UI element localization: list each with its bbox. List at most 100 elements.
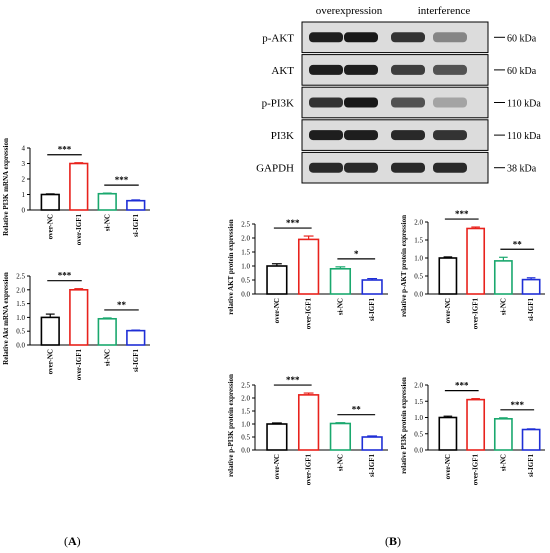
y-tick-label: 2.5 bbox=[241, 221, 250, 229]
y-tick-label: 1.5 bbox=[241, 408, 250, 416]
blot-band bbox=[391, 64, 425, 75]
x-tick-label: si-NC bbox=[103, 214, 111, 231]
y-tick-label: 0.0 bbox=[241, 291, 250, 299]
y-axis-label: Relative PI3K mRNA expression bbox=[2, 138, 10, 236]
x-tick-label: over-IGF1 bbox=[305, 298, 313, 330]
y-tick-label: 2.0 bbox=[414, 219, 423, 227]
panel-label-a: (A) bbox=[64, 534, 81, 548]
y-tick-label: 0.0 bbox=[414, 291, 423, 299]
chart-pi3k-protein: 0.0 0.5 1.0 1.5 2.0 relative PI3K protein exp… bbox=[400, 377, 545, 485]
y-tick-label: 0.5 bbox=[241, 434, 250, 442]
y-tick-label: 0.5 bbox=[414, 273, 423, 281]
blot-band bbox=[433, 162, 467, 173]
blot-row-label: AKT bbox=[271, 65, 294, 77]
y-tick-label: 2.0 bbox=[241, 395, 250, 403]
x-tick-label: si-IGF1 bbox=[132, 349, 140, 372]
y-tick-label: 1.0 bbox=[241, 263, 250, 271]
y-tick-label: 1.5 bbox=[414, 398, 423, 406]
blot-marker-label: 110 kDa bbox=[507, 99, 541, 110]
x-tick-label: si-NC bbox=[499, 454, 507, 471]
blot-row-label: PI3K bbox=[271, 130, 294, 142]
bar-si-NC bbox=[329, 422, 352, 451]
bar-over-NC bbox=[266, 265, 288, 295]
y-tick-label: 4 bbox=[22, 145, 26, 153]
y-tick-label: 0.5 bbox=[241, 277, 250, 285]
bar-si-NC bbox=[493, 260, 513, 295]
y-tick-label: 2.0 bbox=[414, 382, 423, 390]
blot-row-label: p-AKT bbox=[262, 32, 294, 44]
y-tick-label: 0.5 bbox=[414, 430, 423, 438]
chart-pi3k-mrna: 0 1 2 3 4 Relative PI3K mRNA expression over-N… bbox=[2, 138, 150, 245]
bar-over-NC bbox=[438, 416, 458, 451]
y-tick-label: 2.5 bbox=[241, 382, 250, 390]
x-tick-label: over-IGF1 bbox=[75, 214, 83, 246]
blot-band bbox=[309, 32, 343, 43]
bar-si-NC bbox=[97, 192, 117, 211]
bar-si-IGF1 bbox=[521, 278, 541, 295]
x-tick-label: over-IGF1 bbox=[75, 349, 83, 381]
blot-band bbox=[391, 97, 425, 108]
x-tick-label: over-NC bbox=[444, 454, 452, 479]
blot-condition-label: overexpression bbox=[316, 5, 383, 17]
blot-marker-label: 60 kDa bbox=[507, 33, 537, 44]
significance-label: ** bbox=[352, 405, 362, 415]
chart-akt-mrna: 0.0 0.5 1.0 1.5 2.0 2.5 Relative Akt mRNA expr… bbox=[2, 271, 150, 381]
y-axis-label: relative p-AKT protein expression bbox=[400, 215, 408, 317]
x-tick-label: si-IGF1 bbox=[527, 298, 535, 321]
significance-label: *** bbox=[58, 271, 72, 281]
x-tick-label: si-NC bbox=[103, 349, 111, 366]
bar-over-NC bbox=[40, 193, 60, 211]
bar-over-IGF1 bbox=[69, 288, 89, 346]
x-tick-label: over-IGF1 bbox=[305, 454, 313, 486]
y-axis-label: relative p-PI3K protein expression bbox=[227, 374, 235, 477]
chart-p-akt-protein: 0.0 0.5 1.0 1.5 2.0 relative p-AKT protein ex… bbox=[400, 209, 545, 329]
chart-p-pi3k-protein: 0.0 0.5 1.0 1.5 2.0 2.5 relative p-PI3K protei… bbox=[227, 374, 388, 485]
blot-band bbox=[309, 130, 343, 141]
blot-band bbox=[309, 162, 343, 173]
bar-si-IGF1 bbox=[521, 428, 541, 451]
bar-si-IGF1 bbox=[126, 329, 146, 346]
significance-label: *** bbox=[286, 375, 300, 385]
y-tick-label: 0 bbox=[22, 207, 26, 215]
x-tick-label: over-IGF1 bbox=[472, 298, 480, 330]
bar-si-IGF1 bbox=[361, 436, 383, 451]
x-tick-label: si-NC bbox=[336, 454, 344, 471]
x-tick-label: si-IGF1 bbox=[368, 454, 376, 477]
y-tick-label: 1.5 bbox=[241, 249, 250, 257]
bar-over-NC bbox=[438, 257, 458, 295]
western-blot: overexpression interference p-AKT 60 kDa AKT… bbox=[256, 5, 541, 184]
bar-over-IGF1 bbox=[466, 398, 486, 451]
y-tick-label: 1.5 bbox=[414, 237, 423, 245]
y-tick-label: 2.0 bbox=[241, 235, 250, 243]
y-tick-label: 0.0 bbox=[241, 447, 250, 455]
blot-band bbox=[344, 130, 378, 141]
blot-row-label: GAPDH bbox=[256, 163, 294, 175]
y-tick-label: 1.0 bbox=[16, 314, 25, 322]
bar-si-NC bbox=[493, 417, 513, 451]
blot-marker-label: 38 kDa bbox=[507, 164, 537, 175]
blot-band bbox=[433, 97, 467, 108]
x-tick-label: over-NC bbox=[273, 454, 281, 479]
significance-label: ** bbox=[513, 239, 523, 249]
y-tick-label: 3 bbox=[22, 160, 26, 168]
bar-over-IGF1 bbox=[297, 394, 320, 451]
blot-band bbox=[309, 64, 343, 75]
x-tick-label: over-NC bbox=[46, 349, 54, 374]
x-tick-label: si-NC bbox=[499, 298, 507, 315]
x-tick-label: si-IGF1 bbox=[368, 298, 376, 321]
y-tick-label: 1 bbox=[22, 191, 26, 199]
blot-band bbox=[433, 130, 467, 141]
y-tick-label: 1.0 bbox=[241, 421, 250, 429]
significance-label: *** bbox=[115, 175, 129, 185]
blot-band bbox=[391, 162, 425, 173]
y-tick-label: 2.5 bbox=[16, 273, 25, 281]
y-axis-label: relative PI3K protein expression bbox=[400, 377, 408, 474]
blot-band bbox=[344, 32, 378, 43]
bar-over-IGF1 bbox=[297, 238, 320, 295]
bar-over-NC bbox=[266, 423, 288, 451]
chart-akt-protein: 0.0 0.5 1.0 1.5 2.0 2.5 relative AKT protein e… bbox=[227, 218, 388, 329]
bar-over-IGF1 bbox=[69, 162, 89, 211]
bar-charts: 0 1 2 3 4 Relative PI3K mRNA expression over-N… bbox=[2, 138, 545, 485]
y-tick-label: 0.5 bbox=[16, 328, 25, 336]
